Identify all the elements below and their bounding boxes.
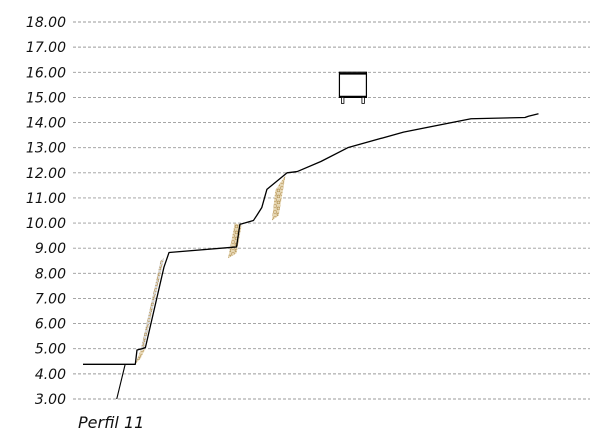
- structure-leg-left: [341, 97, 345, 104]
- structure-group: [338, 71, 368, 104]
- rock-protection-group: [135, 175, 286, 364]
- datum-reference-line: [116, 364, 126, 400]
- y-tick-label-6: 9.00: [35, 241, 66, 257]
- y-tick-label-8: 11.00: [26, 191, 66, 207]
- profile-title: Perfil 11: [78, 413, 144, 432]
- rock-protection-texture-0: [135, 348, 146, 364]
- y-axis-tick-labels: 3.00 4.00 5.00 6.00 7.00 8.00 9.00 10.00 11.00 12…: [26, 15, 66, 408]
- rock-protection-texture-1: [140, 258, 164, 352]
- y-tick-label-3: 6.00: [35, 317, 66, 333]
- rock-protection-texture-3: [271, 175, 286, 221]
- y-tick-label-5: 8.00: [35, 266, 66, 282]
- y-tick-label-11: 14.00: [26, 116, 66, 132]
- ground-profile-line-0: [83, 113, 539, 365]
- structure-leg-right: [361, 97, 365, 104]
- y-tick-label-4: 7.00: [35, 291, 66, 307]
- y-tick-label-14: 17.00: [26, 40, 66, 56]
- grid-lines: [73, 21, 590, 400]
- ground-profile-group: [83, 113, 539, 400]
- y-tick-label-7: 10.00: [26, 216, 66, 232]
- y-tick-label-13: 16.00: [26, 65, 66, 81]
- y-tick-label-9: 12.00: [26, 166, 66, 182]
- y-tick-label-2: 5.00: [35, 342, 66, 358]
- y-tick-label-15: 18.00: [26, 15, 66, 31]
- structure-box: [338, 71, 368, 99]
- y-tick-label-1: 4.00: [35, 367, 66, 383]
- y-tick-label-12: 15.00: [26, 90, 66, 106]
- y-tick-label-0: 3.00: [35, 392, 66, 408]
- y-tick-label-10: 13.00: [26, 141, 66, 157]
